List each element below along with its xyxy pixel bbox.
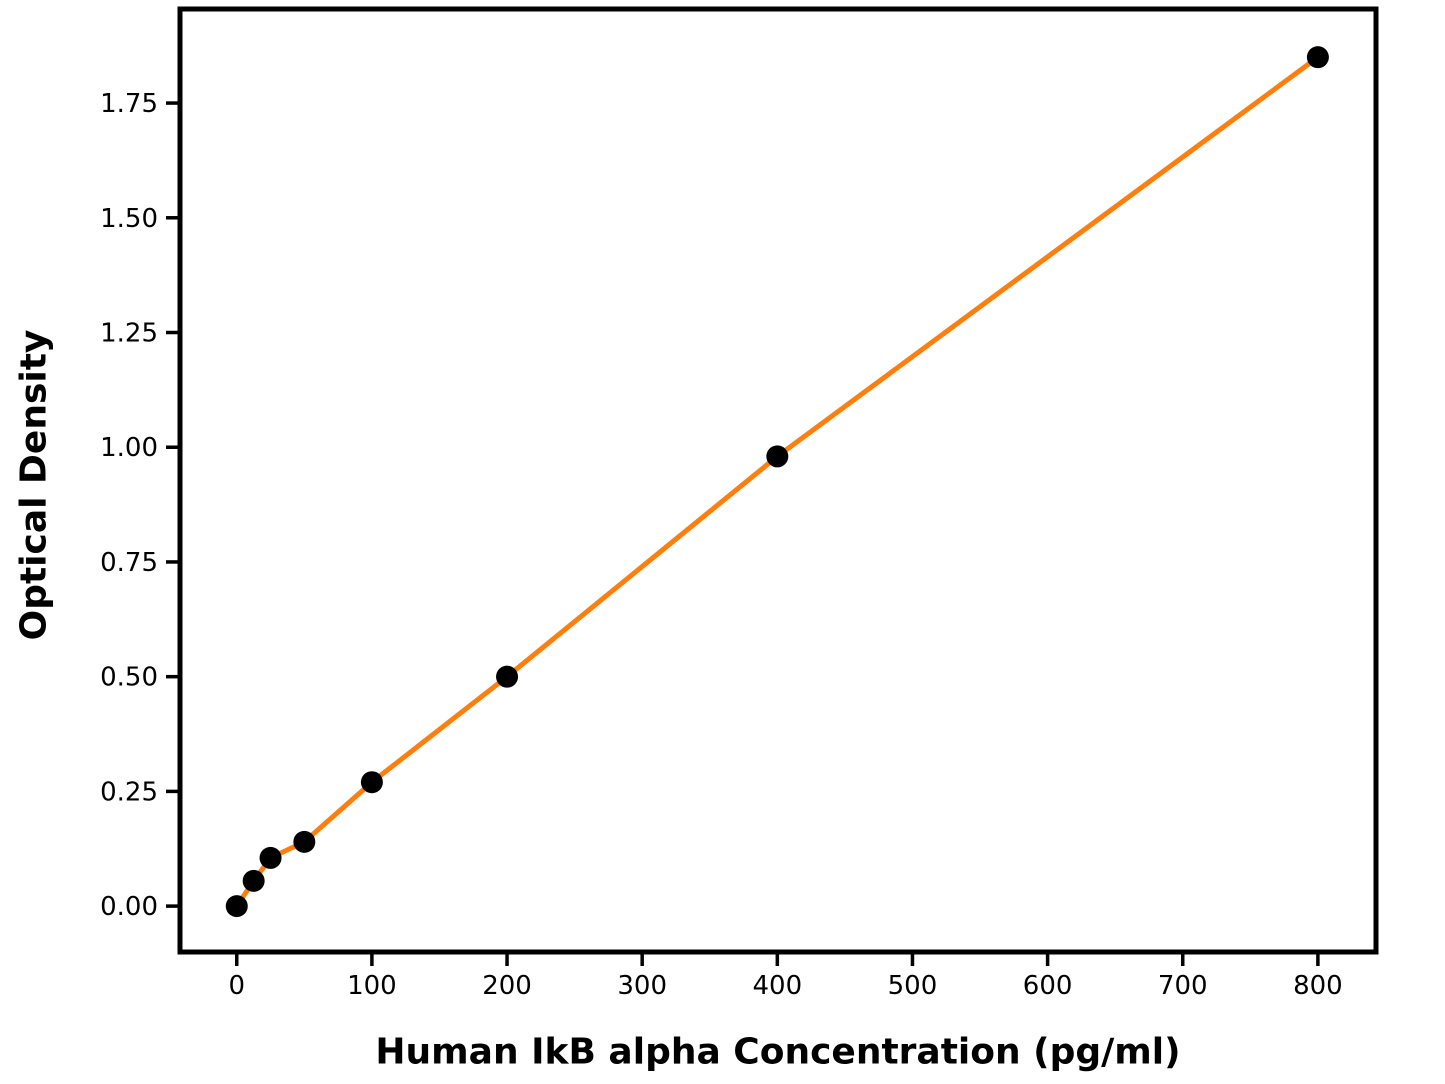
y-tick-label: 0.00	[100, 892, 158, 922]
x-tick-label: 600	[1023, 971, 1073, 1001]
x-tick-label: 100	[347, 971, 397, 1001]
data-point	[496, 665, 519, 688]
data-point	[1306, 46, 1329, 69]
data-point	[766, 445, 789, 468]
y-axis-label: Optical Density	[13, 329, 55, 641]
y-tick-label: 1.25	[100, 319, 158, 349]
x-tick-label: 800	[1293, 971, 1343, 1001]
data-point	[360, 771, 383, 794]
y-tick-label: 1.00	[100, 433, 158, 463]
x-tick-label: 300	[617, 971, 667, 1001]
y-tick-label: 1.50	[100, 204, 158, 234]
x-axis-label: Human IkB alpha Concentration (pg/ml)	[375, 1031, 1181, 1073]
data-point	[293, 830, 316, 853]
y-tick-label: 0.25	[100, 777, 158, 807]
axes-spines	[177, 6, 1379, 955]
data-point	[242, 869, 265, 892]
x-tick-label: 400	[753, 971, 803, 1001]
y-tick-label: 0.50	[100, 663, 158, 693]
x-tick-label: 200	[482, 971, 532, 1001]
y-tick-label: 0.75	[100, 548, 158, 578]
x-tick-label: 0	[228, 971, 245, 1001]
data-point	[259, 846, 282, 869]
x-tick-label: 500	[888, 971, 938, 1001]
fit-line	[234, 54, 1321, 909]
y-tick-label: 1.75	[100, 89, 158, 119]
data-point	[225, 895, 248, 918]
x-tick-label: 700	[1158, 971, 1208, 1001]
